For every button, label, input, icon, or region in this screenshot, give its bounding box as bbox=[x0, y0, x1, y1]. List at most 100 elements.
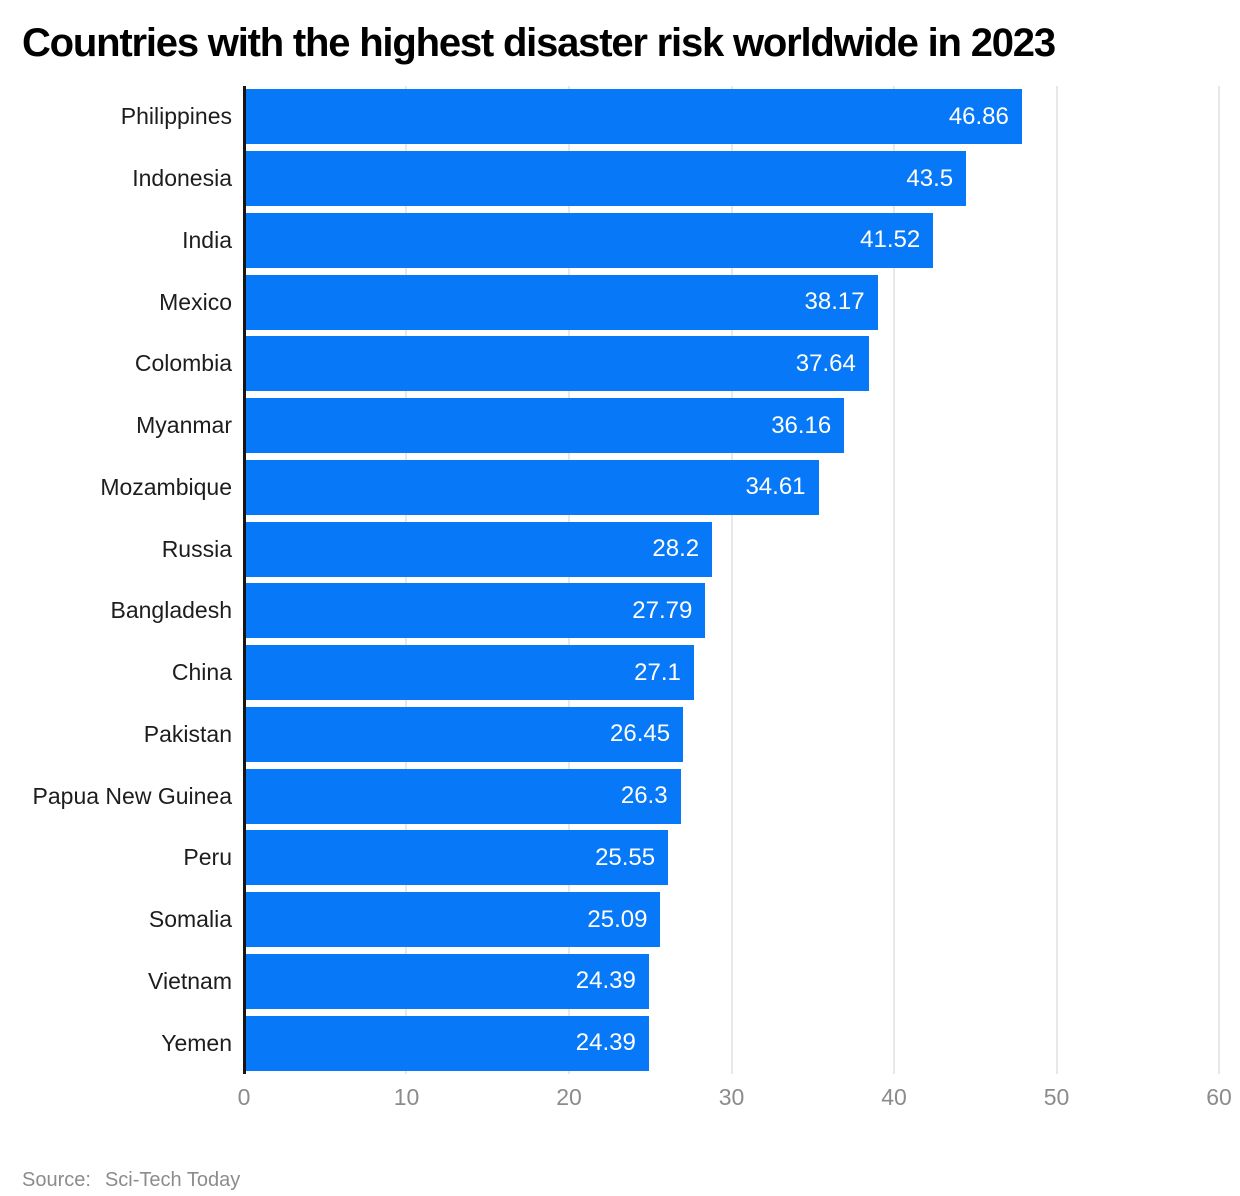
gridline-30 bbox=[730, 86, 733, 1074]
value-label: 27.1 bbox=[634, 658, 681, 686]
bar: 38.17 bbox=[244, 274, 878, 330]
x-tick-label: 50 bbox=[1043, 1084, 1070, 1110]
value-label: 24.39 bbox=[575, 967, 636, 995]
bar-row: Bangladesh 27.79 bbox=[0, 580, 1240, 642]
bar-track: 24.39 bbox=[244, 1015, 1240, 1071]
value-label: 41.52 bbox=[860, 226, 921, 254]
value-label: 37.64 bbox=[795, 349, 856, 377]
bar: 37.64 bbox=[244, 336, 869, 392]
bar-row: Somalia 25.09 bbox=[0, 889, 1240, 951]
gridline-20 bbox=[567, 86, 570, 1074]
bar-row: Papua New Guinea 26.3 bbox=[0, 765, 1240, 827]
gridline-10 bbox=[405, 86, 408, 1074]
source-prefix: Source: bbox=[22, 1169, 91, 1191]
bar: 27.1 bbox=[244, 645, 694, 701]
bar-track: 36.16 bbox=[244, 398, 1240, 454]
x-tick-label: 30 bbox=[718, 1084, 745, 1110]
bar: 26.45 bbox=[244, 706, 684, 762]
x-tick-label: 60 bbox=[1206, 1084, 1232, 1110]
bar-track: 37.64 bbox=[244, 336, 1240, 392]
bar: 34.61 bbox=[244, 459, 819, 515]
value-label: 24.39 bbox=[575, 1029, 636, 1057]
bar-row: Philippines 46.86 bbox=[0, 86, 1240, 148]
category-label: Papua New Guinea bbox=[32, 782, 232, 809]
category-label: Peru bbox=[183, 844, 232, 871]
bar-track: 25.55 bbox=[244, 830, 1240, 886]
bar-track: 34.61 bbox=[244, 459, 1240, 515]
bar-row: Yemen 24.39 bbox=[0, 1012, 1240, 1074]
category-label: Yemen bbox=[161, 1029, 232, 1056]
bar-track: 27.1 bbox=[244, 645, 1240, 701]
category-label: Vietnam bbox=[148, 967, 232, 994]
bar-row: Myanmar 36.16 bbox=[0, 395, 1240, 457]
x-tick-label: 10 bbox=[393, 1084, 420, 1110]
value-label: 43.5 bbox=[906, 164, 954, 192]
bar-rows: Philippines 46.86 Indonesia 43.5 India 41.52 M… bbox=[0, 86, 1240, 1074]
value-label: 34.61 bbox=[745, 473, 806, 501]
bar-track: 26.45 bbox=[244, 706, 1240, 762]
category-label: Bangladesh bbox=[110, 597, 233, 624]
bar-row: Indonesia 43.5 bbox=[0, 148, 1240, 210]
category-label: Myanmar bbox=[136, 412, 232, 439]
page-title: Countries with the highest disaster risk… bbox=[22, 21, 1056, 65]
bar: 36.16 bbox=[244, 398, 845, 454]
x-axis: 0 10 20 30 40 50 60 bbox=[238, 1084, 1232, 1116]
chart-page: Countries with the highest disaster risk… bbox=[0, 20, 1240, 1196]
bar: 46.86 bbox=[244, 89, 1022, 145]
bar-row: Colombia 37.64 bbox=[0, 333, 1240, 395]
category-label: Colombia bbox=[134, 350, 232, 377]
x-tick-label: 0 bbox=[237, 1084, 251, 1110]
category-label: Somalia bbox=[148, 906, 232, 933]
bar-row: Mexico 38.17 bbox=[0, 271, 1240, 333]
x-tick-label: 20 bbox=[556, 1084, 582, 1110]
bar: 24.39 bbox=[244, 1015, 649, 1071]
gridline-60 bbox=[1218, 86, 1220, 1074]
category-label: Pakistan bbox=[143, 720, 232, 747]
category-label: Philippines bbox=[120, 103, 232, 130]
category-label: Indonesia bbox=[132, 165, 232, 192]
value-label: 26.45 bbox=[610, 720, 671, 748]
bar-track: 41.52 bbox=[244, 212, 1240, 268]
bar-row: Vietnam 24.39 bbox=[0, 951, 1240, 1013]
category-label: Mozambique bbox=[100, 473, 232, 500]
gridlines bbox=[244, 86, 1220, 1074]
category-label: Mexico bbox=[159, 288, 232, 315]
bar: 43.5 bbox=[244, 151, 967, 207]
bar-track: 25.09 bbox=[244, 892, 1240, 948]
category-label: Russia bbox=[161, 535, 232, 562]
bar: 26.3 bbox=[244, 768, 681, 824]
bar: 24.39 bbox=[244, 953, 649, 1009]
bar: 25.09 bbox=[244, 892, 661, 948]
bar-track: 24.39 bbox=[244, 953, 1240, 1009]
bar-row: Mozambique 34.61 bbox=[0, 457, 1240, 519]
value-label: 25.09 bbox=[587, 905, 648, 933]
source-name: Sci-Tech Today bbox=[104, 1169, 241, 1191]
bar-row: Peru 25.55 bbox=[0, 827, 1240, 889]
bar: 27.79 bbox=[244, 583, 706, 639]
source-note: Source: Sci-Tech Today bbox=[22, 1169, 240, 1192]
value-label: 27.79 bbox=[632, 596, 693, 624]
bar-row: India 41.52 bbox=[0, 210, 1240, 272]
gridline-40 bbox=[892, 86, 895, 1074]
value-label: 26.3 bbox=[620, 782, 668, 810]
bar-track: 38.17 bbox=[244, 274, 1240, 330]
value-label: 38.17 bbox=[804, 288, 865, 316]
bar: 28.2 bbox=[244, 521, 713, 577]
x-tick-label: 40 bbox=[881, 1084, 907, 1110]
category-label: India bbox=[182, 226, 232, 253]
bar: 25.55 bbox=[244, 830, 669, 886]
value-label: 28.2 bbox=[652, 535, 700, 563]
bar-row: Pakistan 26.45 bbox=[0, 704, 1240, 766]
bar: 41.52 bbox=[244, 212, 934, 268]
bar-track: 26.3 bbox=[244, 768, 1240, 824]
bar-track: 27.79 bbox=[244, 583, 1240, 639]
category-label: China bbox=[171, 659, 232, 686]
bar-row: Russia 28.2 bbox=[0, 518, 1240, 580]
bar-track: 43.5 bbox=[244, 151, 1240, 207]
bar-track: 28.2 bbox=[244, 521, 1240, 577]
bar-track: 46.86 bbox=[244, 89, 1240, 145]
gridline-50 bbox=[1055, 86, 1058, 1074]
y-axis-line bbox=[243, 86, 246, 1074]
value-label: 25.55 bbox=[595, 843, 656, 871]
bar-row: China 27.1 bbox=[0, 642, 1240, 704]
